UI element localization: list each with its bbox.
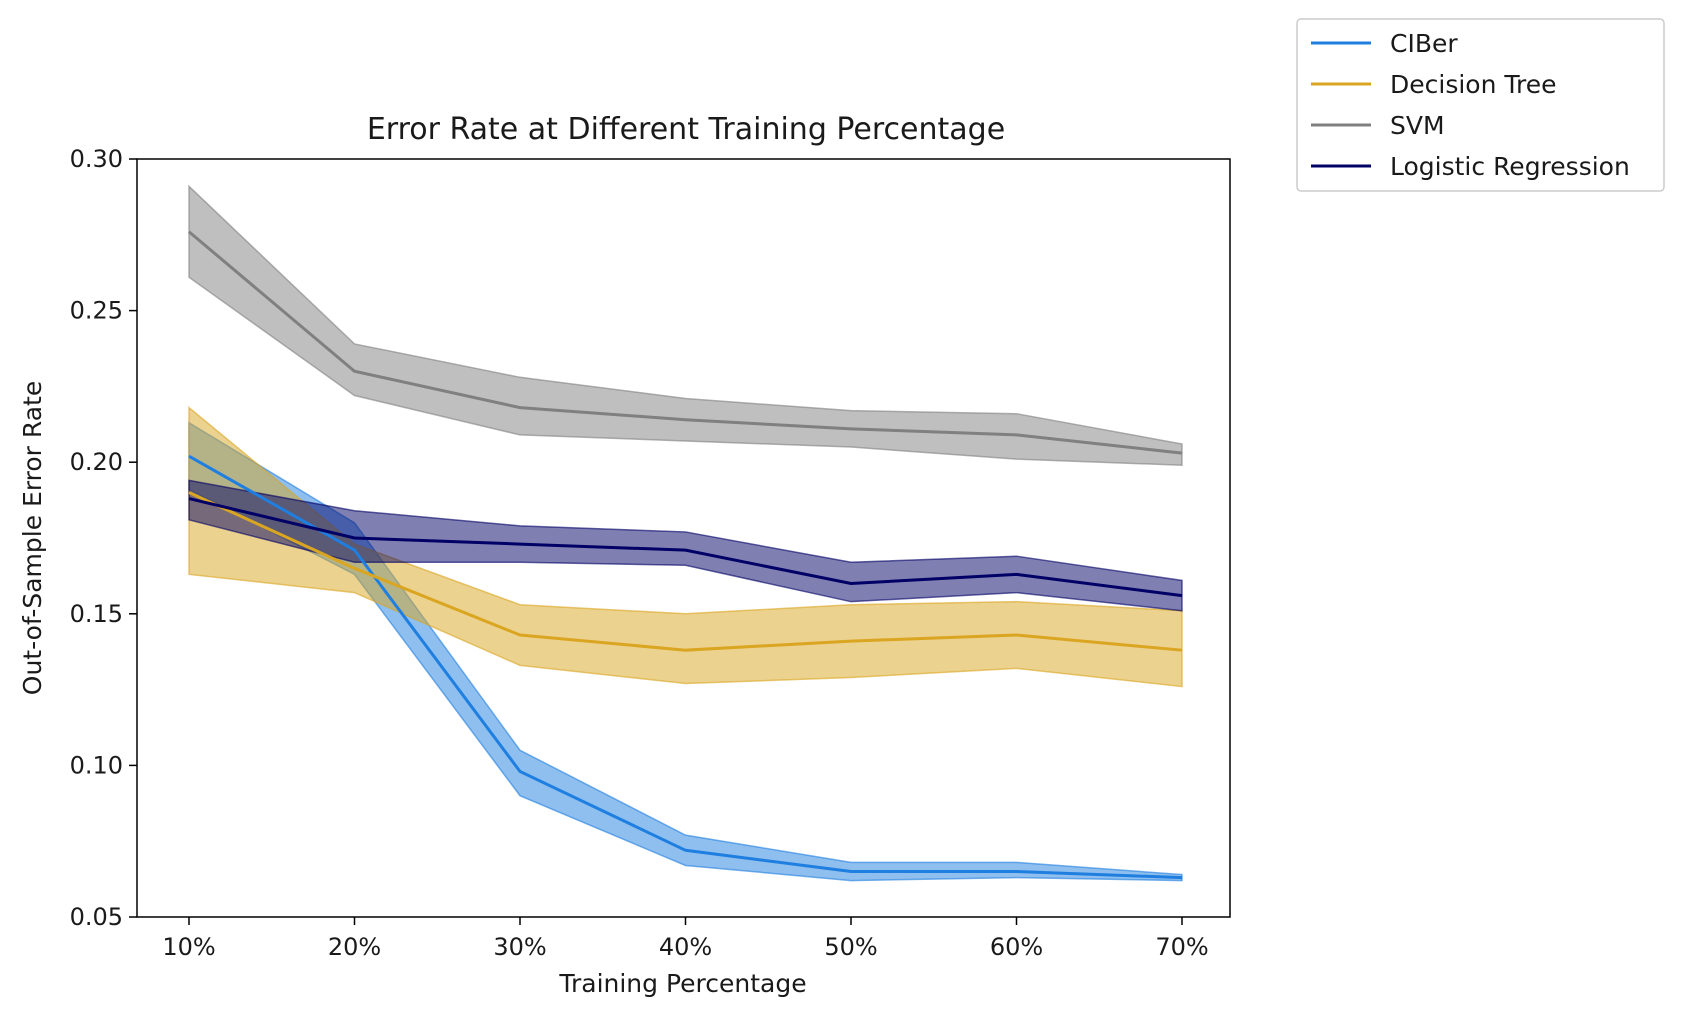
band-0 xyxy=(188,421,1183,882)
plot-border xyxy=(136,158,1231,918)
legend: CIBer Decision Tree SVM Logistic Regression xyxy=(1296,18,1665,192)
legend-items: CIBer Decision Tree SVM Logistic Regression xyxy=(1311,29,1630,181)
series-line-1 xyxy=(188,491,1183,652)
series-line-2 xyxy=(188,230,1183,455)
y-axis-label: Out-of-Sample Error Rate xyxy=(18,381,47,695)
legend-label-2: SVM xyxy=(1390,111,1445,140)
x-axis: 10% 20% 30% 40% 50% 60% 70% xyxy=(162,917,1209,961)
plot-area xyxy=(136,158,1231,918)
band-1 xyxy=(188,406,1183,688)
band-2 xyxy=(188,184,1183,467)
x-tick-label-1: 20% xyxy=(328,933,381,961)
legend-label-1: Decision Tree xyxy=(1390,70,1556,99)
y-tick-label-2: 0.15 xyxy=(70,600,123,628)
series-lines xyxy=(188,230,1183,880)
legend-label-0: CIBer xyxy=(1390,29,1458,58)
series-line-3 xyxy=(188,497,1183,598)
y-tick-label-5: 0.30 xyxy=(70,145,123,173)
x-axis-label: Training Percentage xyxy=(558,969,806,998)
y-tick-label-3: 0.20 xyxy=(70,448,123,476)
x-tick-label-6: 70% xyxy=(1155,933,1208,961)
x-tick-label-0: 10% xyxy=(162,933,215,961)
series-line-0 xyxy=(188,454,1183,880)
y-tick-label-1: 0.10 xyxy=(70,751,123,779)
y-axis: 0.05 0.10 0.15 0.20 0.25 0.30 xyxy=(70,145,137,931)
chart-title: Error Rate at Different Training Percent… xyxy=(367,112,1005,147)
y-tick-label-0: 0.05 xyxy=(70,903,123,931)
x-tick-label-3: 40% xyxy=(659,933,712,961)
y-tick-label-4: 0.25 xyxy=(70,297,123,325)
legend-label-3: Logistic Regression xyxy=(1390,152,1630,181)
x-tick-label-2: 30% xyxy=(493,933,546,961)
x-tick-label-4: 50% xyxy=(824,933,877,961)
x-tick-label-5: 60% xyxy=(990,933,1043,961)
legend-box xyxy=(1296,18,1665,192)
